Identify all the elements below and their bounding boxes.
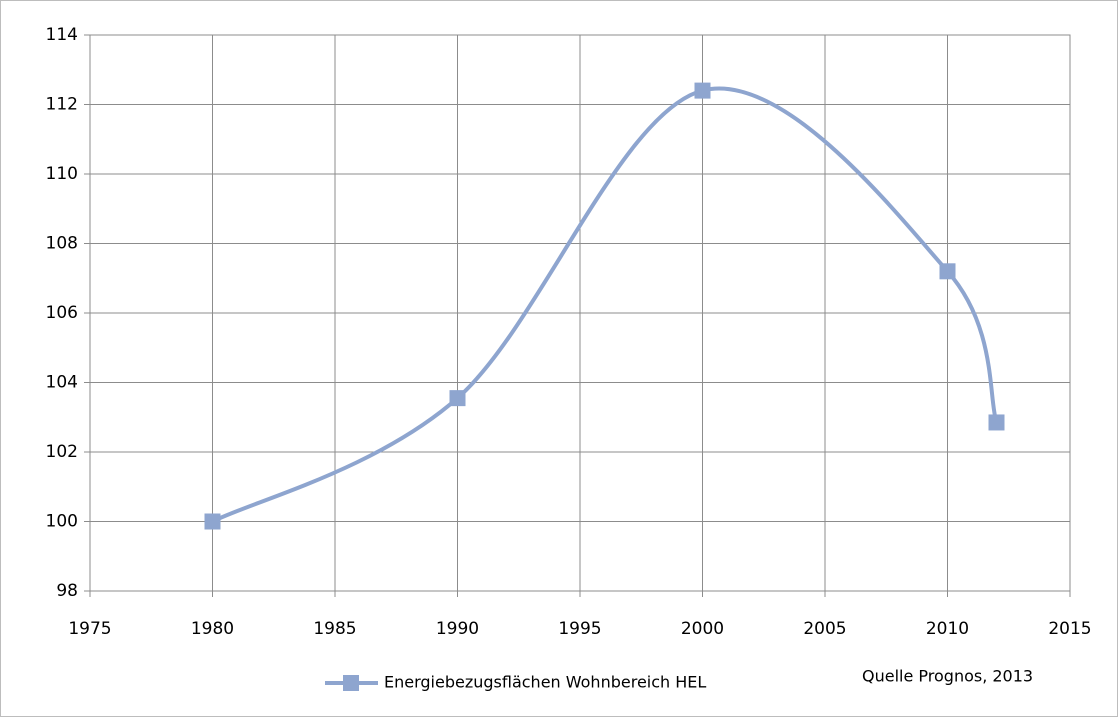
legend-marker xyxy=(343,675,359,691)
x-tick-label: 1985 xyxy=(313,619,356,639)
y-tick-label: 108 xyxy=(46,234,78,254)
y-tick-label: 112 xyxy=(46,95,78,115)
x-tick-label: 1995 xyxy=(558,619,601,639)
marker xyxy=(204,513,221,530)
plot-frame xyxy=(89,34,1071,592)
x-tick-label: 2015 xyxy=(1048,619,1091,639)
x-tick-label: 1980 xyxy=(191,619,234,639)
legend-label: Energiebezugsflächen Wohnbereich HEL xyxy=(384,673,706,692)
x-tick-label: 1990 xyxy=(436,619,479,639)
annotation: Quelle Prognos, 2013 xyxy=(862,667,1033,686)
marker xyxy=(988,414,1005,431)
marker xyxy=(694,82,711,99)
y-tick-label: 98 xyxy=(56,581,78,601)
x-tick-label: 2010 xyxy=(926,619,969,639)
x-tick-label: 2005 xyxy=(803,619,846,639)
y-tick-label: 114 xyxy=(46,25,78,45)
marker xyxy=(939,263,956,280)
x-tick-label: 1975 xyxy=(68,619,111,639)
x-tick-label: 2000 xyxy=(681,619,724,639)
series-line xyxy=(211,86,999,524)
y-tick-label: 110 xyxy=(46,164,78,184)
y-tick-label: 102 xyxy=(46,442,78,462)
y-tick-label: 106 xyxy=(46,303,78,323)
y-tick-label: 100 xyxy=(46,512,78,532)
marker xyxy=(449,390,466,407)
y-tick-label: 104 xyxy=(46,373,78,393)
